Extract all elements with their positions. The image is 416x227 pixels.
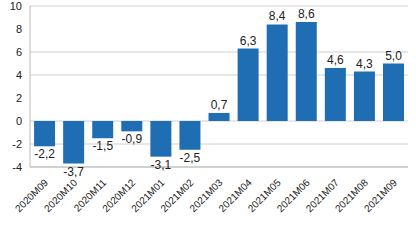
svg-text:2021M02: 2021M02 <box>158 176 196 215</box>
svg-text:2020M10: 2020M10 <box>42 176 80 215</box>
svg-text:2021M01: 2021M01 <box>129 176 167 215</box>
svg-text:2021M06: 2021M06 <box>274 176 312 215</box>
svg-text:2021M08: 2021M08 <box>332 176 370 215</box>
svg-text:2020M09: 2020M09 <box>12 176 51 215</box>
svg-text:2021M04: 2021M04 <box>216 176 254 215</box>
svg-text:2021M03: 2021M03 <box>187 176 225 215</box>
svg-text:-0,9: -0,9 <box>121 132 142 146</box>
svg-text:8,4: 8,4 <box>269 9 286 23</box>
svg-text:-1,5: -1,5 <box>92 139 113 153</box>
svg-text:8: 8 <box>16 23 22 35</box>
svg-text:2021M07: 2021M07 <box>303 176 341 215</box>
svg-text:2: 2 <box>16 92 22 104</box>
svg-text:2021M05: 2021M05 <box>245 176 283 215</box>
svg-text:6: 6 <box>16 46 22 58</box>
svg-text:4,3: 4,3 <box>356 57 373 71</box>
svg-text:2021M09: 2021M09 <box>362 177 400 215</box>
svg-text:4: 4 <box>16 69 22 81</box>
svg-text:-2,2: -2,2 <box>34 147 55 161</box>
svg-text:4,6: 4,6 <box>327 53 344 67</box>
svg-text:6,3: 6,3 <box>240 34 257 48</box>
svg-text:2020M11: 2020M11 <box>71 176 109 214</box>
svg-text:-3,1: -3,1 <box>151 158 172 172</box>
svg-text:8,6: 8,6 <box>298 7 315 21</box>
svg-text:5,0: 5,0 <box>385 49 402 63</box>
svg-text:0,7: 0,7 <box>211 98 228 112</box>
svg-text:2020M12: 2020M12 <box>100 176 138 215</box>
svg-text:-2: -2 <box>12 138 22 150</box>
svg-text:10: 10 <box>10 0 22 12</box>
svg-text:-3,7: -3,7 <box>63 165 84 179</box>
svg-text:-4: -4 <box>12 161 22 173</box>
svg-text:0: 0 <box>16 115 22 127</box>
svg-text:-2,5: -2,5 <box>180 151 201 165</box>
